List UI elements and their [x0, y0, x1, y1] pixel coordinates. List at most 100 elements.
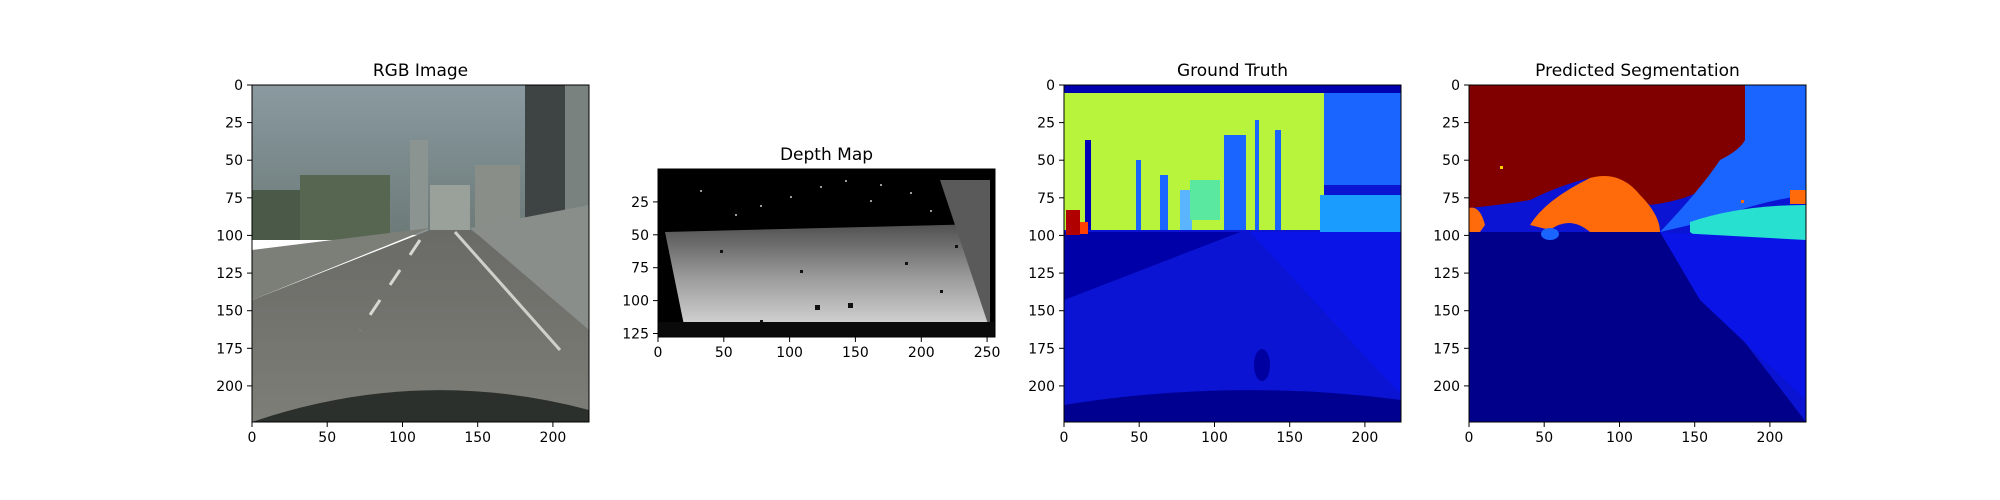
y-tick-label: 0 — [234, 78, 243, 94]
segment-trees — [1190, 180, 1220, 220]
x-tick: 150 — [464, 422, 491, 446]
x-tick-label: 50 — [1130, 430, 1148, 446]
panel-rgb-image: RGB Image 0 50 100 150 200 0 2 — [216, 61, 590, 446]
y-tick: 100 — [1433, 228, 1469, 244]
x-axis: 0 50 100 150 200 — [1060, 422, 1379, 446]
segment-building-dark-red — [1469, 85, 1745, 208]
y-tick-label: 50 — [631, 228, 649, 244]
x-tick-label: 50 — [715, 345, 733, 361]
y-tick-label: 125 — [216, 266, 243, 282]
panel-title: Predicted Segmentation — [1535, 61, 1740, 81]
x-tick: 100 — [776, 337, 803, 361]
segment-ego-mark — [1254, 349, 1270, 381]
y-tick-label: 50 — [1037, 153, 1055, 169]
y-tick: 25 — [225, 116, 252, 132]
x-tick: 50 — [318, 422, 336, 446]
y-tick-label: 125 — [622, 327, 649, 343]
y-tick-label: 25 — [631, 195, 649, 211]
x-tick: 250 — [974, 337, 1001, 361]
segment-dot — [1500, 166, 1503, 169]
segment-pole — [1136, 160, 1141, 230]
x-tick-label: 250 — [974, 345, 1001, 361]
x-tick: 200 — [1757, 422, 1784, 446]
segment-blob — [1541, 228, 1559, 240]
x-tick: 0 — [248, 422, 256, 446]
x-tick-label: 200 — [540, 430, 567, 446]
x-tick: 150 — [842, 337, 869, 361]
y-tick: 75 — [631, 261, 658, 277]
segment-orange-vegetation — [1530, 176, 1660, 232]
y-tick-label: 25 — [1037, 116, 1055, 132]
x-tick: 50 — [1535, 422, 1553, 446]
y-tick-label: 25 — [1442, 116, 1460, 132]
y-axis: 0 25 50 75 100 125 150 175 200 — [216, 78, 252, 395]
segment-orange-right — [1790, 190, 1806, 204]
depth-right-wall — [940, 180, 990, 330]
x-tick-label: 0 — [1465, 430, 1474, 446]
segment-ego-vehicle — [1064, 390, 1401, 422]
x-tick-label: 200 — [1352, 430, 1379, 446]
y-tick: 175 — [1433, 341, 1469, 357]
y-tick-label: 125 — [1028, 266, 1055, 282]
segment-top-band — [1064, 85, 1401, 93]
y-tick: 100 — [216, 228, 252, 244]
x-tick-label: 100 — [776, 345, 803, 361]
y-tick: 75 — [225, 191, 252, 207]
ground-truth-frame — [1063, 84, 1402, 423]
x-tick-label: 150 — [464, 430, 491, 446]
predicted-mask — [1469, 85, 1806, 422]
x-tick-label: 150 — [1276, 430, 1303, 446]
segment-road-right — [1250, 232, 1401, 395]
depth-ground — [665, 224, 990, 330]
segment-pole — [1160, 175, 1168, 230]
x-tick-label: 200 — [1757, 430, 1784, 446]
x-tick: 100 — [389, 422, 416, 446]
y-tick-label: 200 — [216, 379, 243, 395]
y-tick-label: 150 — [1028, 304, 1055, 320]
y-tick: 150 — [1028, 304, 1064, 320]
segment-pole — [1180, 190, 1192, 230]
y-tick: 125 — [216, 266, 252, 282]
y-tick: 75 — [1442, 191, 1469, 207]
y-tick-label: 100 — [1028, 228, 1055, 244]
y-tick: 0 — [1451, 78, 1469, 94]
y-tick: 125 — [622, 327, 658, 343]
x-tick: 0 — [1060, 422, 1068, 446]
x-tick: 200 — [1352, 422, 1379, 446]
y-tick-label: 75 — [1037, 191, 1055, 207]
depth-image — [658, 169, 995, 337]
y-tick-label: 75 — [225, 191, 243, 207]
y-tick-label: 100 — [622, 294, 649, 310]
depth-noise — [700, 180, 932, 216]
x-tick-label: 150 — [1681, 430, 1708, 446]
x-tick: 100 — [1201, 422, 1228, 446]
y-tick-label: 100 — [1433, 228, 1460, 244]
panel-title: Depth Map — [780, 145, 873, 165]
panel-predicted-segmentation: Predicted Segmentation 0 50 100 150 200 … — [1433, 61, 1807, 446]
x-tick-label: 0 — [654, 345, 663, 361]
y-tick: 150 — [216, 304, 252, 320]
right-railing — [470, 205, 589, 330]
y-tick: 50 — [1037, 153, 1064, 169]
segment-dot — [1741, 200, 1744, 203]
y-tick: 125 — [1433, 266, 1469, 282]
y-tick: 25 — [1037, 116, 1064, 132]
y-tick: 0 — [1046, 78, 1064, 94]
road — [252, 230, 589, 422]
x-tick: 0 — [654, 337, 663, 361]
x-tick: 0 — [1465, 422, 1474, 446]
segment-sky-right — [1324, 85, 1401, 185]
y-tick-label: 175 — [216, 341, 243, 357]
y-tick: 100 — [622, 294, 658, 310]
x-tick-label: 200 — [908, 345, 935, 361]
x-tick-label: 50 — [1535, 430, 1553, 446]
segment-car — [1080, 222, 1088, 234]
y-tick-label: 125 — [1433, 266, 1460, 282]
y-tick: 25 — [631, 195, 658, 211]
x-tick-label: 100 — [1201, 430, 1228, 446]
y-tick-label: 175 — [1433, 341, 1460, 357]
x-tick-label: 150 — [842, 345, 869, 361]
y-tick-label: 50 — [1442, 153, 1460, 169]
x-tick: 200 — [540, 422, 567, 446]
segment-poles-right — [1255, 120, 1259, 230]
